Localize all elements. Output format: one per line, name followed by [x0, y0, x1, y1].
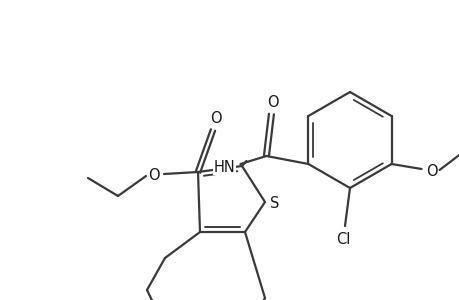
Text: O: O: [425, 164, 437, 178]
Text: S: S: [270, 196, 279, 211]
Text: Cl: Cl: [335, 232, 349, 247]
Text: HN: HN: [213, 160, 235, 175]
Text: O: O: [267, 94, 279, 110]
Text: O: O: [148, 169, 159, 184]
Text: O: O: [210, 110, 221, 125]
